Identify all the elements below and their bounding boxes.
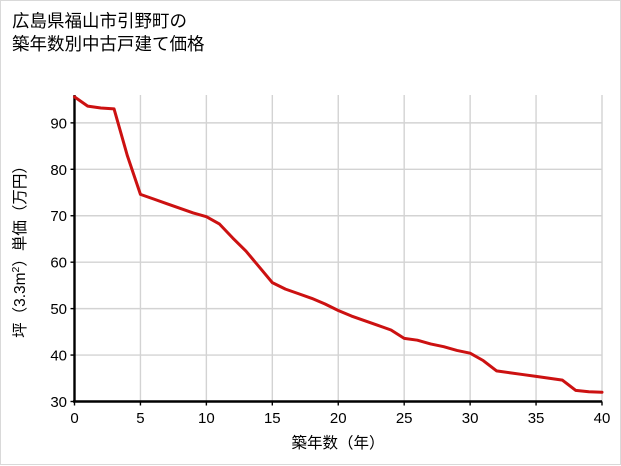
y-axis-title-prefix: 坪（3.3 — [11, 285, 29, 338]
x-tick-label: 15 — [264, 410, 281, 427]
x-tick-label: 5 — [136, 410, 144, 427]
x-tick-label: 40 — [594, 410, 611, 427]
x-axis-title: 築年数（年） — [291, 434, 384, 452]
x-tick-label: 30 — [462, 410, 479, 427]
svg-text:坪（3.3m2）単価（万円）: 坪（3.3m2）単価（万円） — [10, 158, 29, 338]
y-tick-label: 50 — [50, 301, 67, 318]
y-tick-label: 70 — [50, 208, 67, 225]
y-axis-title: 坪（3.3m2）単価（万円） — [10, 158, 29, 338]
gridlines — [74, 95, 603, 403]
y-axis-ticks: 30 40 50 60 70 80 90 — [50, 115, 75, 411]
y-tick-label: 30 — [50, 394, 67, 411]
y-tick-label: 90 — [50, 115, 67, 132]
x-tick-label: 35 — [528, 410, 545, 427]
x-tick-label: 0 — [70, 410, 78, 427]
y-axis-title-unit-sup: 2 — [10, 266, 22, 272]
x-axis-ticks: 0 5 10 15 20 25 30 35 40 — [70, 401, 611, 427]
y-tick-label: 40 — [50, 348, 67, 365]
x-tick-label: 10 — [198, 410, 215, 427]
y-axis-title-suffix: ）単価（万円） — [11, 158, 29, 267]
y-tick-label: 60 — [50, 255, 67, 272]
y-axis-title-unit: m — [12, 272, 29, 285]
x-tick-label: 25 — [396, 410, 413, 427]
x-tick-label: 20 — [330, 410, 347, 427]
page-title: 広島県福山市引野町の 築年数別中古戸建て価格 — [12, 10, 572, 56]
title-line-1: 広島県福山市引野町の — [12, 11, 187, 31]
title-line-2: 築年数別中古戸建て価格 — [12, 34, 205, 55]
y-tick-label: 80 — [50, 162, 67, 179]
data-series-line — [73, 95, 604, 394]
